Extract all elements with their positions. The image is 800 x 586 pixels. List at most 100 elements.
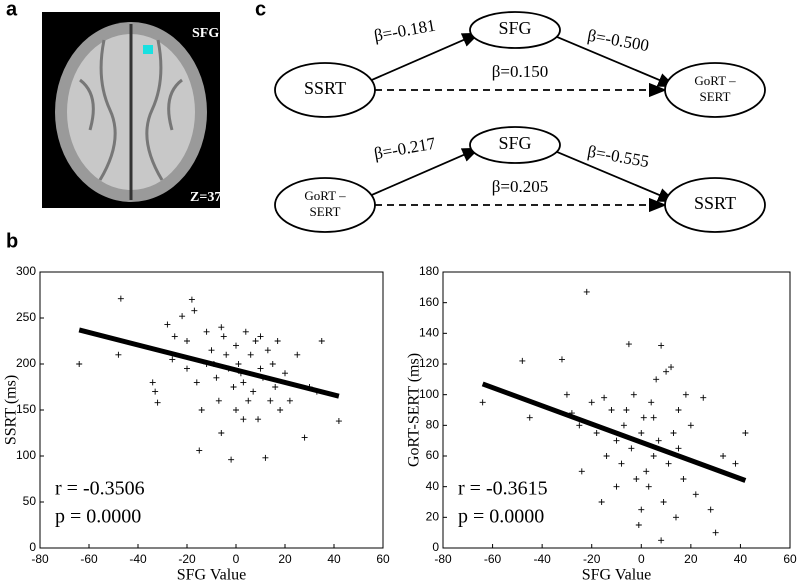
point bbox=[576, 422, 583, 429]
point bbox=[255, 416, 262, 423]
point bbox=[235, 361, 242, 367]
point bbox=[286, 397, 293, 404]
point bbox=[668, 364, 675, 371]
point bbox=[228, 456, 235, 463]
node bbox=[274, 177, 376, 233]
edge bbox=[365, 32, 481, 84]
edge bbox=[551, 33, 676, 88]
x-tick-label: -60 bbox=[484, 552, 502, 566]
point bbox=[648, 399, 655, 406]
point bbox=[519, 357, 526, 364]
x-tick-label: 0 bbox=[233, 552, 240, 566]
fit-line bbox=[481, 381, 747, 483]
x-tick-label: 60 bbox=[376, 552, 390, 566]
point bbox=[262, 454, 269, 461]
x-axis-label: SFG Value bbox=[582, 567, 652, 584]
point bbox=[208, 347, 215, 354]
point bbox=[675, 407, 682, 413]
point bbox=[700, 394, 707, 401]
point bbox=[682, 391, 689, 398]
point bbox=[274, 338, 281, 344]
edge bbox=[551, 148, 676, 203]
point bbox=[198, 407, 205, 413]
point bbox=[179, 313, 186, 320]
point bbox=[264, 347, 271, 354]
node-label: SERT bbox=[309, 204, 340, 219]
point bbox=[117, 295, 124, 302]
point bbox=[171, 333, 178, 340]
point bbox=[712, 529, 719, 536]
point bbox=[620, 422, 627, 429]
point bbox=[223, 351, 230, 358]
x-tick-label: -40 bbox=[533, 552, 551, 566]
point bbox=[301, 434, 308, 441]
point bbox=[638, 506, 645, 513]
point bbox=[608, 407, 615, 413]
x-tick-label: -20 bbox=[583, 552, 601, 566]
point bbox=[613, 483, 620, 490]
y-tick-label: 300 bbox=[16, 264, 36, 278]
point bbox=[240, 416, 247, 423]
point bbox=[215, 397, 222, 404]
point bbox=[203, 328, 210, 335]
point bbox=[658, 342, 665, 349]
node-label: GoRT – bbox=[304, 188, 346, 203]
point bbox=[675, 445, 682, 452]
point bbox=[282, 370, 288, 377]
point bbox=[240, 379, 247, 386]
x-tick-label: 20 bbox=[278, 552, 292, 566]
point bbox=[149, 379, 156, 386]
edge-label: β=-0.217 bbox=[372, 134, 437, 164]
point bbox=[663, 368, 670, 375]
y-axis-label: SSRT (ms) bbox=[3, 375, 20, 445]
point bbox=[335, 418, 342, 425]
y-tick-label: 20 bbox=[426, 510, 440, 524]
x-tick-label: 0 bbox=[638, 552, 645, 566]
point bbox=[267, 397, 274, 404]
point bbox=[601, 394, 608, 401]
node bbox=[664, 62, 766, 118]
point bbox=[242, 328, 249, 335]
point bbox=[193, 379, 200, 386]
point bbox=[152, 388, 159, 395]
point bbox=[277, 407, 284, 413]
node-label: SFG bbox=[498, 133, 531, 153]
point bbox=[603, 453, 610, 459]
point bbox=[233, 342, 239, 349]
point bbox=[230, 384, 237, 390]
point bbox=[680, 476, 687, 482]
panel-label: c bbox=[255, 0, 266, 20]
point bbox=[692, 491, 699, 498]
point bbox=[638, 430, 645, 436]
point bbox=[593, 430, 600, 436]
x-tick-label: 60 bbox=[783, 552, 797, 566]
x-tick-label: -40 bbox=[129, 552, 147, 566]
y-tick-label: 100 bbox=[16, 448, 36, 462]
point bbox=[613, 437, 620, 444]
point bbox=[250, 388, 257, 395]
region-label: SFG bbox=[192, 26, 219, 41]
point bbox=[252, 338, 259, 344]
x-axis-label: SFG Value bbox=[177, 567, 247, 584]
point bbox=[164, 321, 171, 328]
point bbox=[558, 356, 565, 363]
point bbox=[720, 453, 727, 459]
point bbox=[115, 351, 122, 358]
x-tick-label: -80 bbox=[31, 552, 49, 566]
edge-label: β=-0.181 bbox=[372, 16, 437, 46]
plot-frame bbox=[442, 271, 791, 549]
point bbox=[623, 407, 630, 413]
edge-label: β=0.205 bbox=[492, 177, 549, 196]
point bbox=[583, 288, 590, 295]
point bbox=[665, 460, 672, 467]
point bbox=[563, 391, 570, 398]
point bbox=[588, 399, 595, 406]
y-axis-label: GoRT-SERT (ms) bbox=[406, 353, 423, 467]
node bbox=[469, 11, 561, 49]
x-tick-label: -60 bbox=[80, 552, 98, 566]
point bbox=[526, 414, 533, 421]
point bbox=[655, 437, 662, 444]
x-tick-label: -80 bbox=[434, 552, 452, 566]
y-tick-label: 160 bbox=[419, 295, 439, 309]
